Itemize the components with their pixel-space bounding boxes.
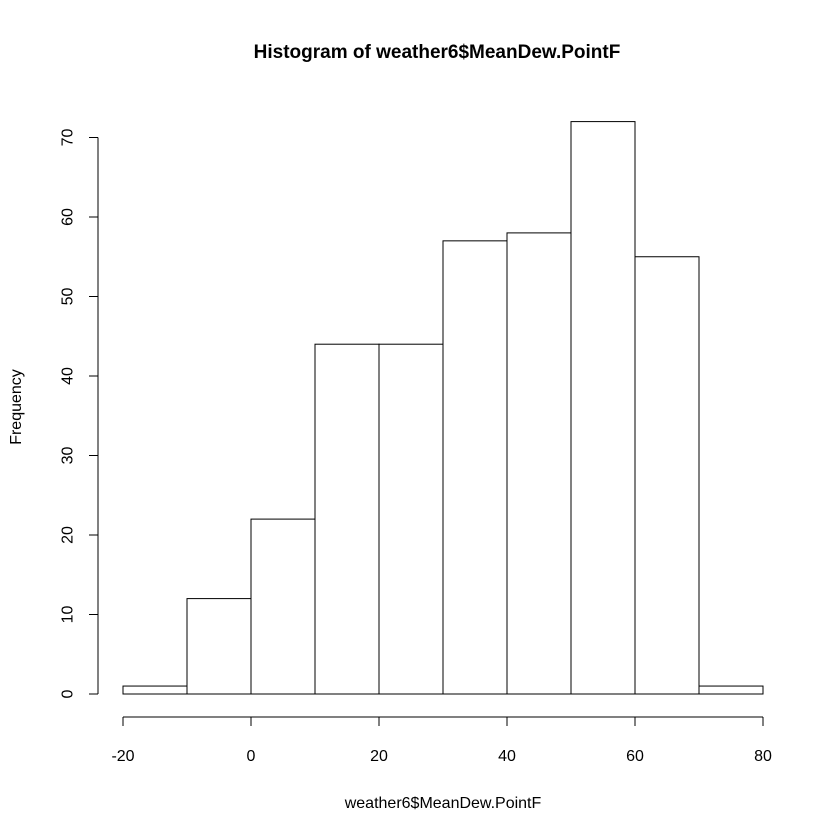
- x-tick-label: 0: [247, 748, 256, 765]
- x-axis: -20 0 20 40 60 80: [111, 716, 772, 765]
- bars-group: [122, 121, 764, 695]
- histogram-bar: [698, 685, 764, 695]
- y-tick-label: 20: [60, 526, 77, 544]
- x-axis-label: weather6$MeanDew.PointF: [344, 795, 542, 812]
- histogram-bar: [250, 518, 316, 695]
- histogram-bar: [122, 685, 188, 695]
- y-tick-label: 0: [60, 689, 77, 698]
- x-tick-label: 80: [754, 748, 772, 765]
- y-tick-label: 30: [60, 447, 77, 465]
- x-tick-label: 60: [626, 748, 644, 765]
- chart-title: Histogram of weather6$MeanDew.PointF: [254, 42, 621, 63]
- y-axis-label: Frequency: [8, 369, 25, 445]
- x-tick-label: 20: [370, 748, 388, 765]
- y-axis: 0 10 20 30 40 50 60 70: [60, 129, 99, 698]
- histogram-bar: [378, 343, 444, 695]
- histogram-bar: [186, 598, 252, 695]
- y-tick-label: 70: [60, 129, 77, 147]
- histogram-bar: [570, 121, 636, 695]
- histogram-bar: [634, 256, 700, 695]
- y-tick-label: 40: [60, 367, 77, 385]
- x-tick-label: 40: [498, 748, 516, 765]
- y-tick-label: 60: [60, 208, 77, 226]
- x-tick-label: -20: [111, 748, 134, 765]
- y-tick-label: 50: [60, 288, 77, 306]
- histogram-bar: [442, 240, 508, 695]
- histogram-bar: [506, 232, 572, 695]
- histogram-bar: [314, 343, 380, 695]
- y-tick-label: 10: [60, 606, 77, 624]
